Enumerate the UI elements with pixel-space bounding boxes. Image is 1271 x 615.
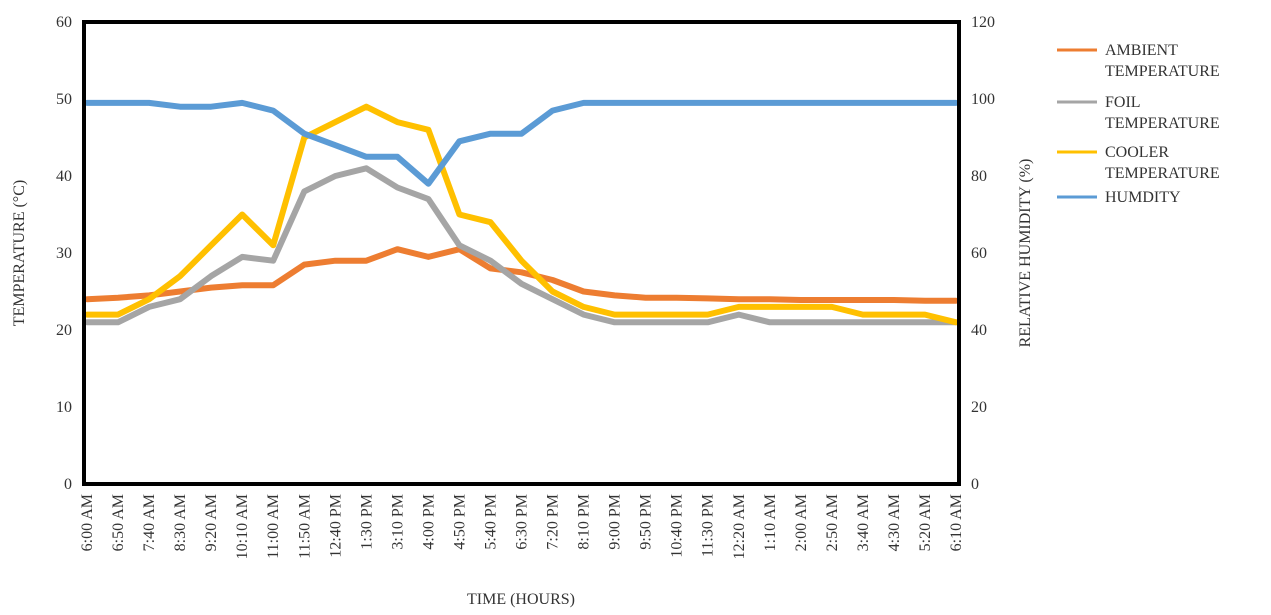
series-lines [84, 99, 959, 326]
x-axis-tick-label: 6:30 PM [514, 494, 531, 550]
legend-label-line: COOLER [1105, 144, 1169, 161]
x-axis-tick-label: 12:20 AM [731, 494, 748, 559]
legend-label: FOIL TEMPERATURE [1105, 94, 1220, 132]
left-axis-tick-label: 60 [56, 14, 72, 31]
x-axis-tick-label: 4:50 PM [451, 494, 468, 550]
x-axis-tick-label: 6:00 AM [79, 494, 96, 551]
x-axis-tick-label: 7:40 AM [141, 494, 158, 551]
legend-item: AMBIENT TEMPERATURE [1057, 42, 1220, 80]
right-axis-tick-label: 120 [971, 14, 995, 31]
x-axis-tick-label: 9:50 PM [638, 494, 655, 550]
x-axis-tick-label: 11:50 AM [296, 494, 313, 559]
left-axis-tick-label: 50 [56, 91, 72, 108]
left-axis-tick-label: 10 [56, 399, 72, 416]
x-axis-tick-label: 6:10 AM [948, 494, 965, 551]
left-axis-title: TEMPERATURE (°C) [11, 180, 28, 326]
x-axis-tick-label: 3:10 PM [389, 494, 406, 550]
x-axis-title: TIME (HOURS) [467, 591, 575, 608]
x-axis-tick-label: 9:00 PM [607, 494, 624, 550]
series-line-ambient-temperature [84, 246, 959, 304]
right-axis-ticks: 0 20 40 60 80 100 120 [971, 14, 995, 493]
x-axis-tick-label: 1:10 AM [762, 494, 779, 551]
left-axis-tick-label: 40 [56, 168, 72, 185]
x-axis-ticks: 6:00 AM 6:50 AM 7:40 AM 8:30 AM 9:20 AM 10:10… [79, 494, 965, 559]
legend-label-line: TEMPERATURE [1105, 115, 1220, 132]
right-axis-tick-label: 60 [971, 245, 987, 262]
left-axis-tick-label: 20 [56, 322, 72, 339]
x-axis-tick-label: 2:00 AM [793, 494, 810, 551]
legend-label: HUMDITY [1105, 189, 1181, 206]
legend-item: HUMDITY [1057, 189, 1181, 206]
x-axis-tick-label: 4:30 AM [886, 494, 903, 551]
right-axis-tick-label: 20 [971, 399, 987, 416]
right-axis-tick-label: 0 [971, 476, 979, 493]
x-axis-tick-label: 12:40 PM [327, 494, 344, 558]
x-axis-tick-label: 6:50 AM [110, 494, 127, 551]
x-axis-tick-label: 1:30 PM [358, 494, 375, 550]
plot-area-frame [82, 20, 961, 486]
right-axis-tick-label: 40 [971, 322, 987, 339]
left-axis-ticks: 0 10 20 30 40 50 60 [56, 14, 72, 493]
x-axis-tick-label: 8:10 PM [576, 494, 593, 550]
legend-label: COOLER TEMPERATURE [1105, 144, 1220, 182]
legend-label: AMBIENT TEMPERATURE [1105, 42, 1220, 80]
series-line-foil-temperature [84, 165, 959, 326]
legend-label-line: FOIL [1105, 94, 1141, 111]
x-axis-tick-label: 3:40 AM [855, 494, 872, 551]
legend-label-line: HUMDITY [1105, 189, 1181, 206]
x-axis-tick-label: 10:40 PM [669, 494, 686, 558]
series-line-humdity [84, 99, 959, 187]
x-axis-tick-label: 5:40 PM [482, 494, 499, 550]
x-axis-tick-label: 8:30 AM [172, 494, 189, 551]
x-axis-tick-label: 7:20 PM [545, 494, 562, 550]
legend-label-line: TEMPERATURE [1105, 63, 1220, 80]
series-line-cooler-temperature [84, 103, 959, 326]
x-axis-tick-label: 5:20 AM [917, 494, 934, 551]
legend-item: FOIL TEMPERATURE [1057, 94, 1220, 132]
left-axis-tick-label: 0 [64, 476, 72, 493]
x-axis-tick-label: 4:00 PM [420, 494, 437, 550]
legend-label-line: TEMPERATURE [1105, 165, 1220, 182]
legend: AMBIENT TEMPERATURE FOIL TEMPERATURE COOLER T… [1057, 42, 1220, 206]
legend-label-line: AMBIENT [1105, 42, 1178, 59]
left-axis-tick-label: 30 [56, 245, 72, 262]
x-axis-tick-label: 10:10 AM [234, 494, 251, 559]
legend-item: COOLER TEMPERATURE [1057, 144, 1220, 182]
x-axis-tick-label: 11:00 AM [265, 494, 282, 559]
right-axis-tick-label: 100 [971, 91, 995, 108]
x-axis-tick-label: 11:30 PM [700, 494, 717, 557]
right-axis-title: RELATIVE HUMIDITY (%) [1017, 159, 1034, 348]
x-axis-tick-label: 2:50 AM [824, 494, 841, 551]
right-axis-tick-label: 80 [971, 168, 987, 185]
x-axis-tick-label: 9:20 AM [203, 494, 220, 551]
